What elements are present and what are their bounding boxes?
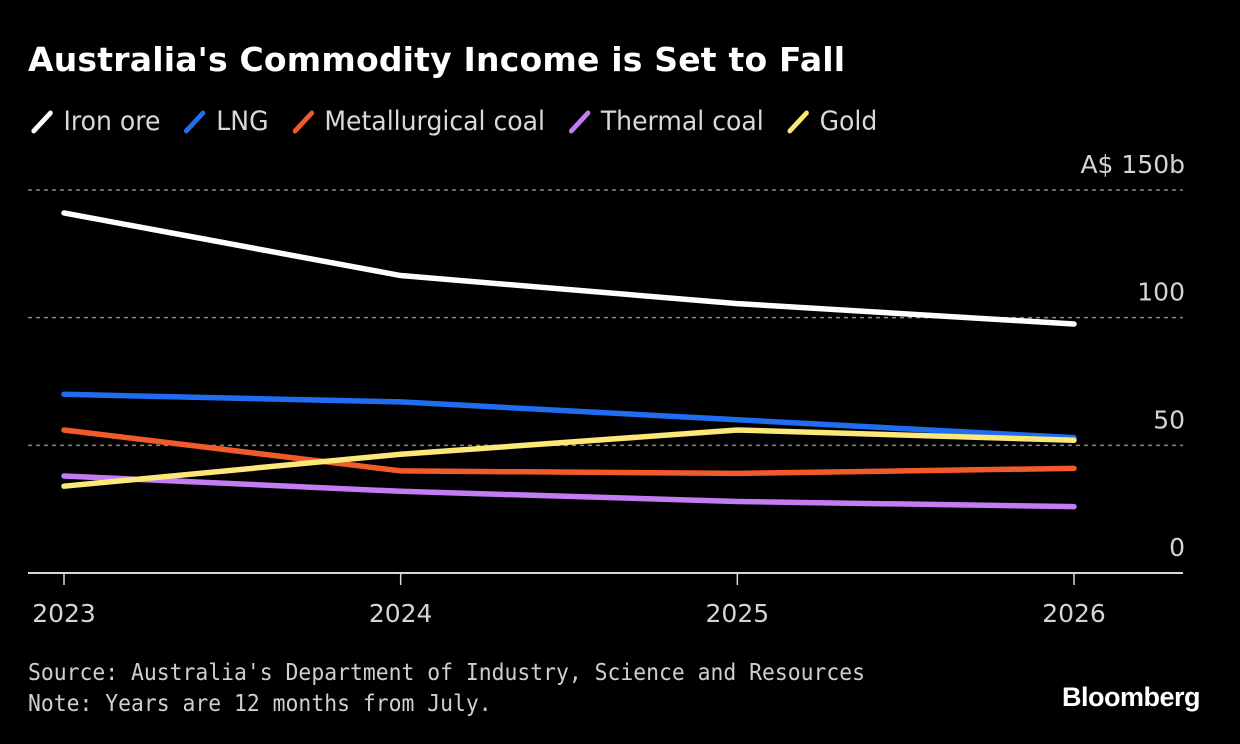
chart-title: Australia's Commodity Income is Set to F… bbox=[28, 40, 846, 79]
x-tick-label: 2024 bbox=[369, 599, 433, 628]
legend-label: Iron ore bbox=[63, 106, 161, 137]
legend: Iron ore LNG Metallurgical coal Thermal … bbox=[30, 106, 900, 137]
legend-swatch-iron-ore bbox=[30, 109, 54, 135]
legend-swatch-metallurgical-coal bbox=[291, 109, 315, 135]
legend-label: Thermal coal bbox=[600, 106, 764, 137]
legend-item-thermal-coal: Thermal coal bbox=[567, 106, 764, 137]
series-line-thermal-coal bbox=[61, 473, 1077, 510]
x-tick-label: 2026 bbox=[1042, 599, 1106, 628]
legend-item-gold: Gold bbox=[786, 106, 877, 137]
legend-label: Gold bbox=[819, 106, 878, 137]
legend-label: Metallurgical coal bbox=[324, 106, 546, 137]
x-tick-label: 2025 bbox=[706, 599, 770, 628]
y-tick-label: 0 bbox=[1169, 533, 1185, 562]
y-tick-label: 50 bbox=[1153, 405, 1185, 434]
series-line-iron-ore bbox=[61, 210, 1077, 327]
legend-item-lng: LNG bbox=[183, 106, 269, 137]
bloomberg-logo: Bloomberg bbox=[1061, 682, 1201, 712]
series-line-gold bbox=[61, 427, 1077, 489]
series-line-metallurgical-coal bbox=[61, 427, 1077, 477]
legend-swatch-lng bbox=[183, 109, 207, 135]
legend-item-iron-ore: Iron ore bbox=[30, 106, 161, 137]
x-axis: 2023 2024 2025 2026 bbox=[28, 572, 1183, 628]
y-tick-label: 100 bbox=[1137, 278, 1185, 307]
source-note: Source: Australia's Department of Indust… bbox=[28, 660, 866, 686]
series-line-lng bbox=[61, 391, 1077, 441]
y-axis-labels: 0 50 100 A$ 150b bbox=[1080, 150, 1185, 562]
legend-swatch-gold bbox=[786, 109, 810, 135]
legend-label: LNG bbox=[216, 106, 269, 137]
series-lines bbox=[61, 210, 1077, 510]
legend-swatch-thermal-coal bbox=[567, 109, 591, 135]
footnote: Note: Years are 12 months from July. bbox=[28, 691, 492, 717]
footer-notes: Source: Australia's Department of Indust… bbox=[28, 658, 865, 720]
legend-item-metallurgical-coal: Metallurgical coal bbox=[291, 106, 545, 137]
x-tick-label: 2023 bbox=[32, 599, 96, 628]
y-tick-label: A$ 150b bbox=[1080, 150, 1185, 179]
